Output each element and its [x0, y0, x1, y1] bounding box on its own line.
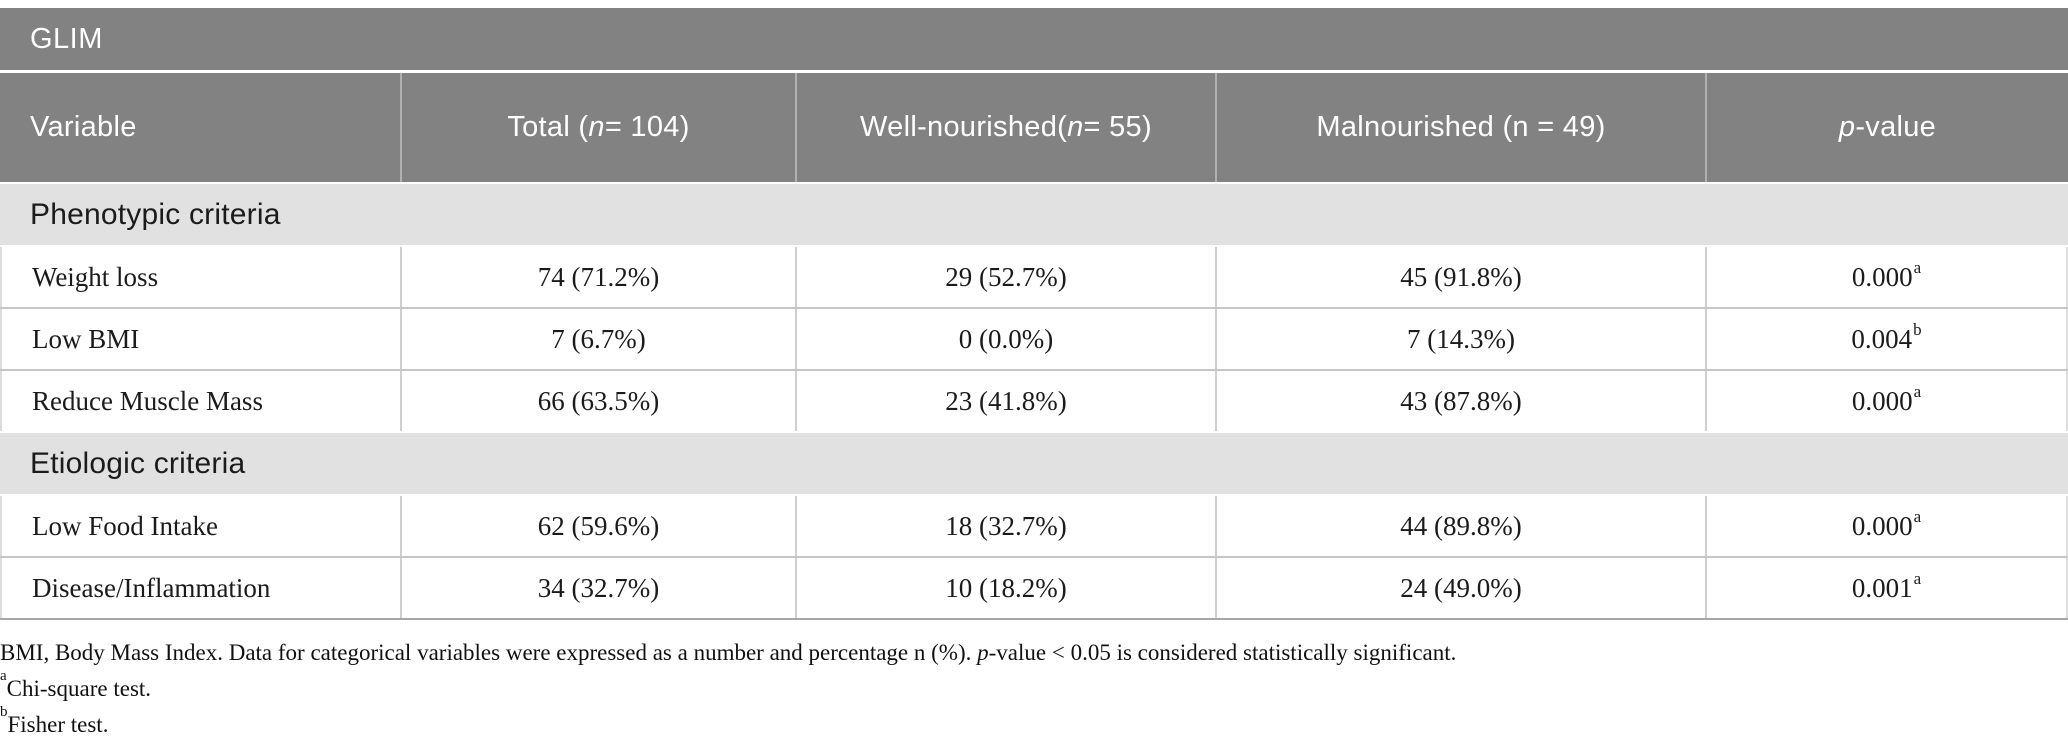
cell-malnourished: 24 (49.0%) [1215, 558, 1705, 618]
table-body: Phenotypic criteria Weight loss 74 (71.2%)… [0, 182, 2068, 620]
row-label: Low BMI [0, 309, 400, 369]
cell-total: 34 (32.7%) [400, 558, 795, 618]
cell-p-value: 0.004 b [1705, 309, 2068, 369]
cell-well-nourished: 29 (52.7%) [795, 247, 1215, 307]
cell-well-nourished: 10 (18.2%) [795, 558, 1215, 618]
cell-total: 62 (59.6%) [400, 496, 795, 556]
cell-well-nourished: 23 (41.8%) [795, 371, 1215, 431]
footnote-chi-square: aChi-square test. [0, 668, 152, 701]
section-header-0: Phenotypic criteria [0, 182, 2068, 247]
cell-malnourished: 7 (14.3%) [1215, 309, 1705, 369]
cell-total: 74 (71.2%) [400, 247, 795, 307]
cell-malnourished: 45 (91.8%) [1215, 247, 1705, 307]
cell-total: 66 (63.5%) [400, 371, 795, 431]
cell-p-value: 0.000 a [1705, 247, 2068, 307]
column-header-total: Total (n = 104) [400, 73, 795, 182]
row-label: Weight loss [0, 247, 400, 307]
cell-malnourished: 44 (89.8%) [1215, 496, 1705, 556]
cell-p-value: 0.001 a [1705, 558, 2068, 618]
cell-well-nourished: 18 (32.7%) [795, 496, 1215, 556]
table-row: Low BMI 7 (6.7%) 0 (0.0%) 7 (14.3%) 0.004 b [0, 307, 2068, 369]
glim-table: GLIM Variable Total (n = 104) Well-nourish… [0, 8, 2068, 620]
column-header-well-nourished: Well-nourished(n = 55) [795, 73, 1215, 182]
cell-total: 7 (6.7%) [400, 309, 795, 369]
table-header-row: Variable Total (n = 104) Well-nourished(n … [0, 73, 2068, 182]
table-title: GLIM [30, 22, 103, 55]
row-label: Reduce Muscle Mass [0, 371, 400, 431]
cell-p-value: 0.000 a [1705, 371, 2068, 431]
table-footnotes: BMI, Body Mass Index. Data for categoric… [0, 635, 2068, 743]
column-header-malnourished: Malnourished (n = 49) [1215, 73, 1705, 182]
table-row: Disease/Inflammation 34 (32.7%) 10 (18.2%)… [0, 556, 2068, 618]
footnote-fisher: bFisher test. [0, 704, 109, 737]
footnote-abbreviations: BMI, Body Mass Index. Data for categoric… [0, 640, 1457, 665]
section-header-1: Etiologic criteria [0, 431, 2068, 496]
table-row: Reduce Muscle Mass 66 (63.5%) 23 (41.8%) 43… [0, 369, 2068, 431]
column-header-p-value: p -value [1705, 73, 2068, 182]
row-label: Low Food Intake [0, 496, 400, 556]
column-header-variable: Variable [30, 111, 137, 144]
table-title-bar: GLIM [0, 8, 2068, 70]
table-row: Weight loss 74 (71.2%) 29 (52.7%) 45 (91.8%… [0, 247, 2068, 307]
cell-p-value: 0.000 a [1705, 496, 2068, 556]
row-label: Disease/Inflammation [0, 558, 400, 618]
cell-malnourished: 43 (87.8%) [1215, 371, 1705, 431]
table-row: Low Food Intake 62 (59.6%) 18 (32.7%) 44 (8… [0, 496, 2068, 556]
cell-well-nourished: 0 (0.0%) [795, 309, 1215, 369]
